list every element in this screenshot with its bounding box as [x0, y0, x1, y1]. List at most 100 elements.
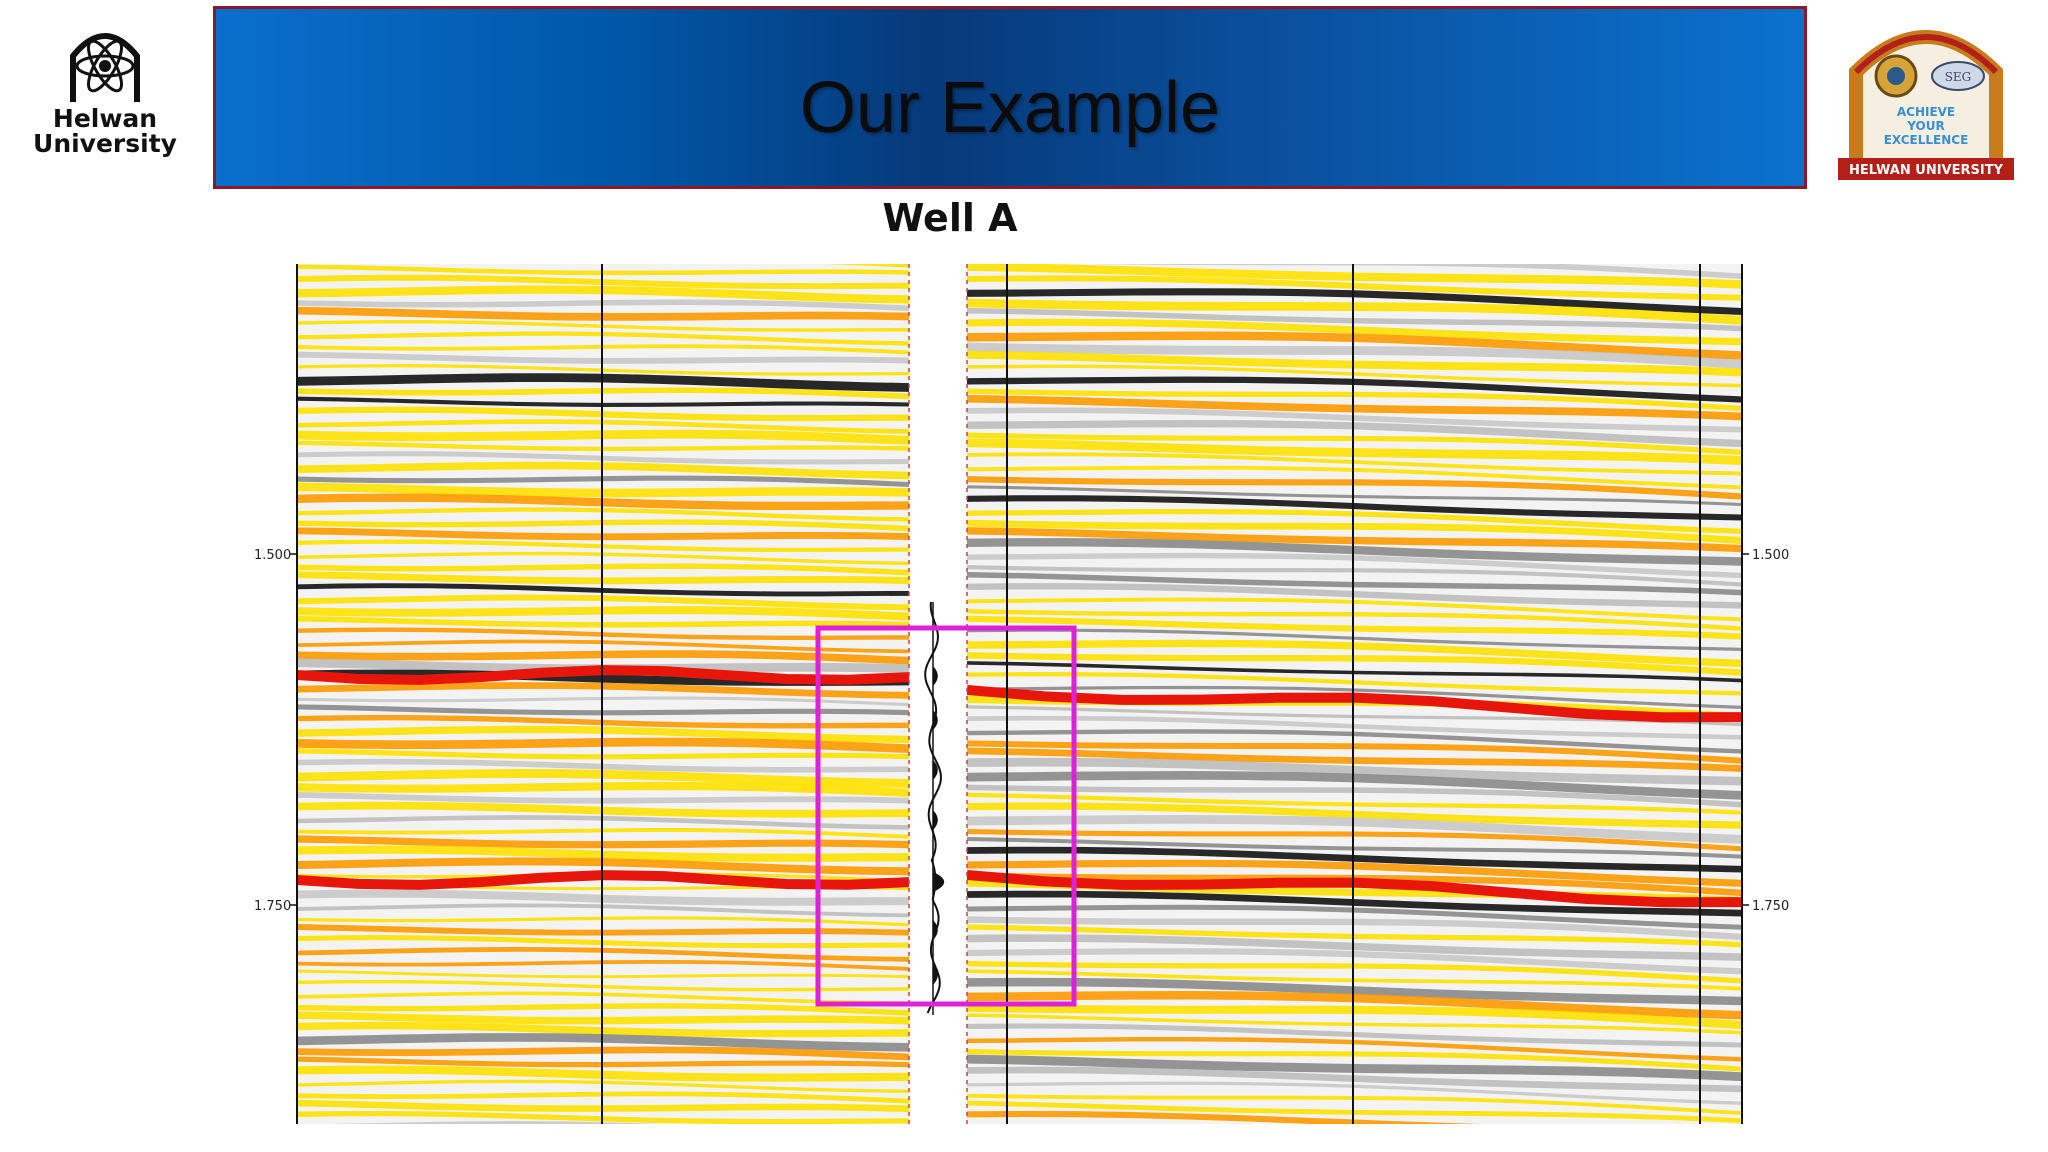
- highlight-box: [815, 625, 1077, 1007]
- seismic-reflector: [967, 652, 1742, 676]
- seismic-reflector: [967, 846, 1742, 873]
- seismic-reflector: [1089, 264, 1742, 280]
- seismic-reflector: [967, 275, 1742, 301]
- helwan-university-logo: Helwan University: [30, 22, 180, 172]
- seismic-reflector: [967, 307, 1742, 332]
- atom-emblem-icon: [70, 33, 140, 102]
- seismic-reflector: [967, 538, 1742, 566]
- seismic-reflector: [967, 715, 1742, 740]
- logo-banner-text: HELWAN UNIVERSITY: [1849, 163, 2004, 178]
- seismic-reflector: [967, 465, 1742, 490]
- seismic-reflector: [967, 420, 1742, 448]
- seismic-reflector: [967, 438, 1742, 465]
- seismic-reflector: [967, 318, 1742, 346]
- seismic-reflector: [967, 1066, 1742, 1093]
- seismic-reflector: [329, 1121, 662, 1124]
- seismic-reflector: [967, 661, 1742, 683]
- seismic-reflector: [967, 1023, 1742, 1048]
- seismic-reflector: [967, 814, 1742, 844]
- seismic-reflector: [967, 572, 1742, 596]
- seismic-reflector: [967, 376, 1742, 403]
- seismic-reflector: [967, 1093, 1742, 1116]
- seismic-reflector: [967, 837, 1742, 859]
- seismic-reflector: [967, 784, 1742, 808]
- logo-motto-1: ACHIEVE: [1897, 105, 1955, 119]
- seismic-reflector: [967, 740, 1742, 764]
- seismic-reflector: [967, 583, 1742, 609]
- seismic-reflector: [967, 960, 1742, 984]
- seismic-reflector: [967, 890, 1742, 917]
- wiggle-peak: [933, 872, 945, 892]
- seismic-reflector: [967, 1127, 1742, 1147]
- seismic-reflector: [967, 388, 1742, 412]
- seismic-reflector: [967, 685, 1742, 709]
- strong-reflector: [967, 870, 1742, 908]
- seismic-reflector: [967, 628, 1742, 651]
- seismic-reflector: [967, 1100, 1742, 1124]
- seismic-reflector: [967, 298, 1742, 325]
- seismic-reflector: [967, 792, 1742, 815]
- strong-reflector: [967, 685, 1742, 723]
- time-label-left-1: 1.500: [254, 548, 291, 563]
- seismic-reflector: [967, 802, 1742, 829]
- wiggle-peak: [933, 666, 938, 686]
- seismic-reflector: [967, 476, 1742, 500]
- seismic-reflector: [967, 904, 1742, 930]
- seismic-reflector: [967, 924, 1742, 948]
- seismic-reflector: [967, 565, 1742, 587]
- seismic-reflector: [967, 350, 1742, 377]
- seismic-reflector: [967, 508, 1742, 535]
- seismic-reflector: [967, 1049, 1742, 1072]
- seismic-reflector: [967, 609, 1742, 631]
- logo-line-2: University: [33, 129, 177, 158]
- seismic-reflector: [967, 948, 1742, 975]
- seismic-reflector: [967, 1110, 1481, 1124]
- seg-badge-text: SEG: [1945, 70, 1972, 84]
- seismic-reflector: [967, 1013, 1742, 1035]
- seismic-reflector: [967, 615, 1742, 640]
- seismic-reflector: [967, 288, 1742, 316]
- wiggle-peak: [933, 710, 938, 730]
- seismic-reflector: [967, 527, 1742, 553]
- seismic-reflector: [967, 552, 1742, 579]
- seismic-reflector: [428, 264, 909, 268]
- seismic-reflector: [967, 990, 1742, 1020]
- seismic-panel-right: [967, 264, 1742, 1147]
- logo-line-1: Helwan: [52, 104, 158, 133]
- seismic-reflector: [967, 1036, 1742, 1062]
- seismic-reflector: [967, 407, 1742, 433]
- logo-motto-3: EXCELLENCE: [1884, 133, 1969, 147]
- seismic-reflector: [967, 364, 1742, 388]
- wiggle-peak: [933, 965, 938, 985]
- seismic-reflector: [967, 495, 1742, 521]
- seismic-reflector: [967, 264, 1742, 289]
- wiggle-peak: [933, 810, 938, 830]
- seismic-reflector: [967, 1054, 1742, 1082]
- logo-motto-2: YOUR: [1906, 119, 1944, 133]
- seismic-reflector: [967, 1003, 1742, 1030]
- seismic-reflector: [967, 969, 1742, 991]
- seismic-reflector: [967, 771, 1742, 800]
- aapg-seg-chapter-logo: SEG ACHIEVE YOUR EXCELLENCE HELWAN UNIVE…: [1838, 30, 2014, 180]
- seismic-reflector: [967, 757, 1742, 786]
- seismic-reflector: [967, 342, 1742, 369]
- time-label-right-1: 1.500: [1752, 548, 1789, 563]
- seismic-reflector: [967, 432, 1742, 455]
- wiggle-peak: [933, 920, 938, 940]
- seismic-reflector: [967, 639, 1742, 668]
- seismic-reflector: [967, 977, 1742, 1006]
- seismic-reflector: [967, 828, 1742, 852]
- wiggle-peak: [933, 760, 938, 780]
- seg-badge-icon: [1931, 61, 1985, 91]
- well-log-fill: [933, 666, 945, 985]
- seismic-reflector: [967, 452, 1742, 476]
- title-banner: Our Example: [213, 6, 1807, 189]
- seismic-reflector: [967, 485, 1742, 507]
- seismic-reflector: [967, 672, 1742, 696]
- seismic-reflector: [967, 729, 1742, 754]
- well-log-wiggle: [924, 601, 942, 1014]
- seismic-reflector: [967, 331, 1742, 360]
- seismic-reflector: [967, 597, 1742, 622]
- well-label: Well A: [882, 196, 1018, 240]
